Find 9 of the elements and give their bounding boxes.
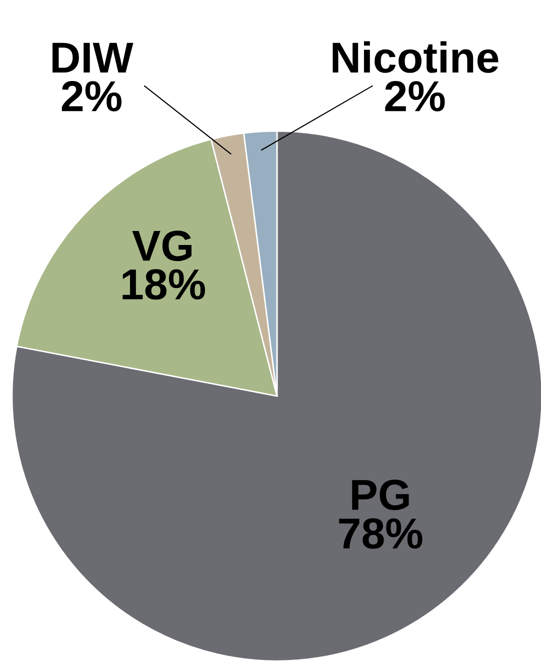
- data-label: 2%: [385, 81, 445, 112]
- data-label: 18%: [122, 269, 206, 300]
- pie-slice: [11, 130, 541, 661]
- data-label: 78%: [339, 518, 422, 549]
- slice-label: PG: [352, 480, 409, 510]
- slice-label: Nicotine: [332, 41, 498, 73]
- slice-label: VG: [132, 230, 192, 262]
- data-label: 2%: [62, 81, 122, 112]
- slice-label: DIW: [52, 42, 134, 72]
